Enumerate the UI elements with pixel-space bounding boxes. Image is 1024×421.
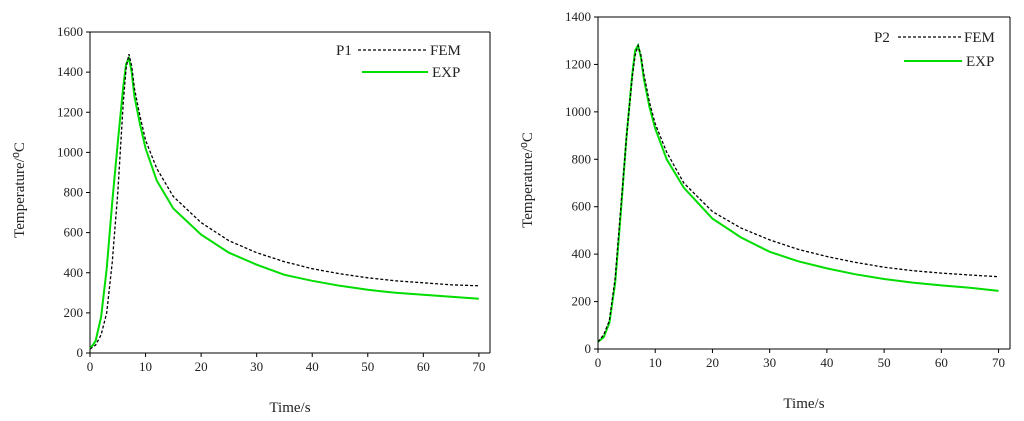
legend-title: P1	[336, 43, 352, 59]
y-tick-label: 600	[572, 199, 592, 214]
x-tick-label: 40	[820, 355, 833, 370]
x-ticks: 0 10 20 30 40 50 60 70	[87, 353, 485, 374]
x-tick-label: 0	[595, 355, 602, 370]
chart-p2: 0 10 20 30 40 50 60 70 0 200 400 600 800 1000 1200 140…	[520, 9, 1011, 412]
series-layer	[597, 42, 999, 343]
y-tick-label: 400	[572, 246, 592, 261]
y-tick-label: 0	[585, 341, 592, 356]
y-tick-label: 600	[64, 225, 84, 240]
x-tick-label: 60	[417, 359, 430, 374]
series-layer	[89, 53, 479, 350]
legend-label-exp: EXP	[966, 54, 994, 70]
legend-label-exp: EXP	[432, 65, 460, 81]
y-tick-label: 1200	[57, 104, 83, 119]
legend-label-fem: FEM	[430, 43, 461, 59]
y-tick-label: 200	[572, 294, 592, 309]
x-tick-label: 50	[361, 359, 374, 374]
x-tick-label: 30	[250, 359, 263, 374]
y-tick-label: 1200	[565, 56, 591, 71]
legend-label-fem: FEM	[964, 30, 995, 46]
x-ticks: 0 10 20 30 40 50 60 70	[595, 349, 1005, 370]
y-tick-label: 800	[64, 185, 84, 200]
y-ticks: 0 200 400 600 800 1000 1200 1400	[565, 9, 598, 356]
series-line-exp	[89, 54, 479, 350]
y-axis-label: Temperature/⁰C	[520, 132, 536, 228]
y-tick-label: 200	[64, 305, 84, 320]
x-tick-label: 30	[763, 355, 776, 370]
x-tick-label: 70	[992, 355, 1005, 370]
legend: P2 FEM EXP	[874, 30, 995, 70]
y-tick-label: 400	[64, 265, 84, 280]
x-tick-label: 0	[87, 359, 94, 374]
series-line-fem	[597, 43, 999, 343]
x-tick-label: 10	[139, 359, 152, 374]
chart-p1: 0 10 20 30 40 50 60 70 0 200 400 600 800 1000 1200 140…	[12, 24, 491, 416]
x-tick-label: 20	[706, 355, 719, 370]
y-tick-label: 1000	[565, 104, 591, 119]
x-tick-label: 10	[649, 355, 662, 370]
legend-title: P2	[874, 30, 890, 46]
x-tick-label: 40	[306, 359, 319, 374]
x-tick-label: 20	[195, 359, 208, 374]
y-tick-label: 1400	[57, 64, 83, 79]
y-ticks: 0 200 400 600 800 1000 1200 1400 1600	[57, 24, 90, 360]
x-axis-label: Time/s	[269, 400, 310, 416]
y-tick-label: 1400	[565, 9, 591, 24]
y-axis-label: Temperature/⁰C	[12, 142, 28, 238]
series-line-exp	[597, 42, 999, 343]
y-tick-label: 1000	[57, 144, 83, 159]
y-tick-label: 0	[77, 345, 84, 360]
x-tick-label: 50	[878, 355, 891, 370]
y-tick-label: 800	[572, 151, 592, 166]
x-tick-label: 70	[472, 359, 485, 374]
legend: P1 FEM EXP	[336, 43, 461, 81]
y-tick-label: 1600	[57, 24, 83, 39]
x-axis-label: Time/s	[783, 396, 824, 412]
x-tick-label: 60	[935, 355, 948, 370]
series-line-fem	[89, 53, 479, 350]
